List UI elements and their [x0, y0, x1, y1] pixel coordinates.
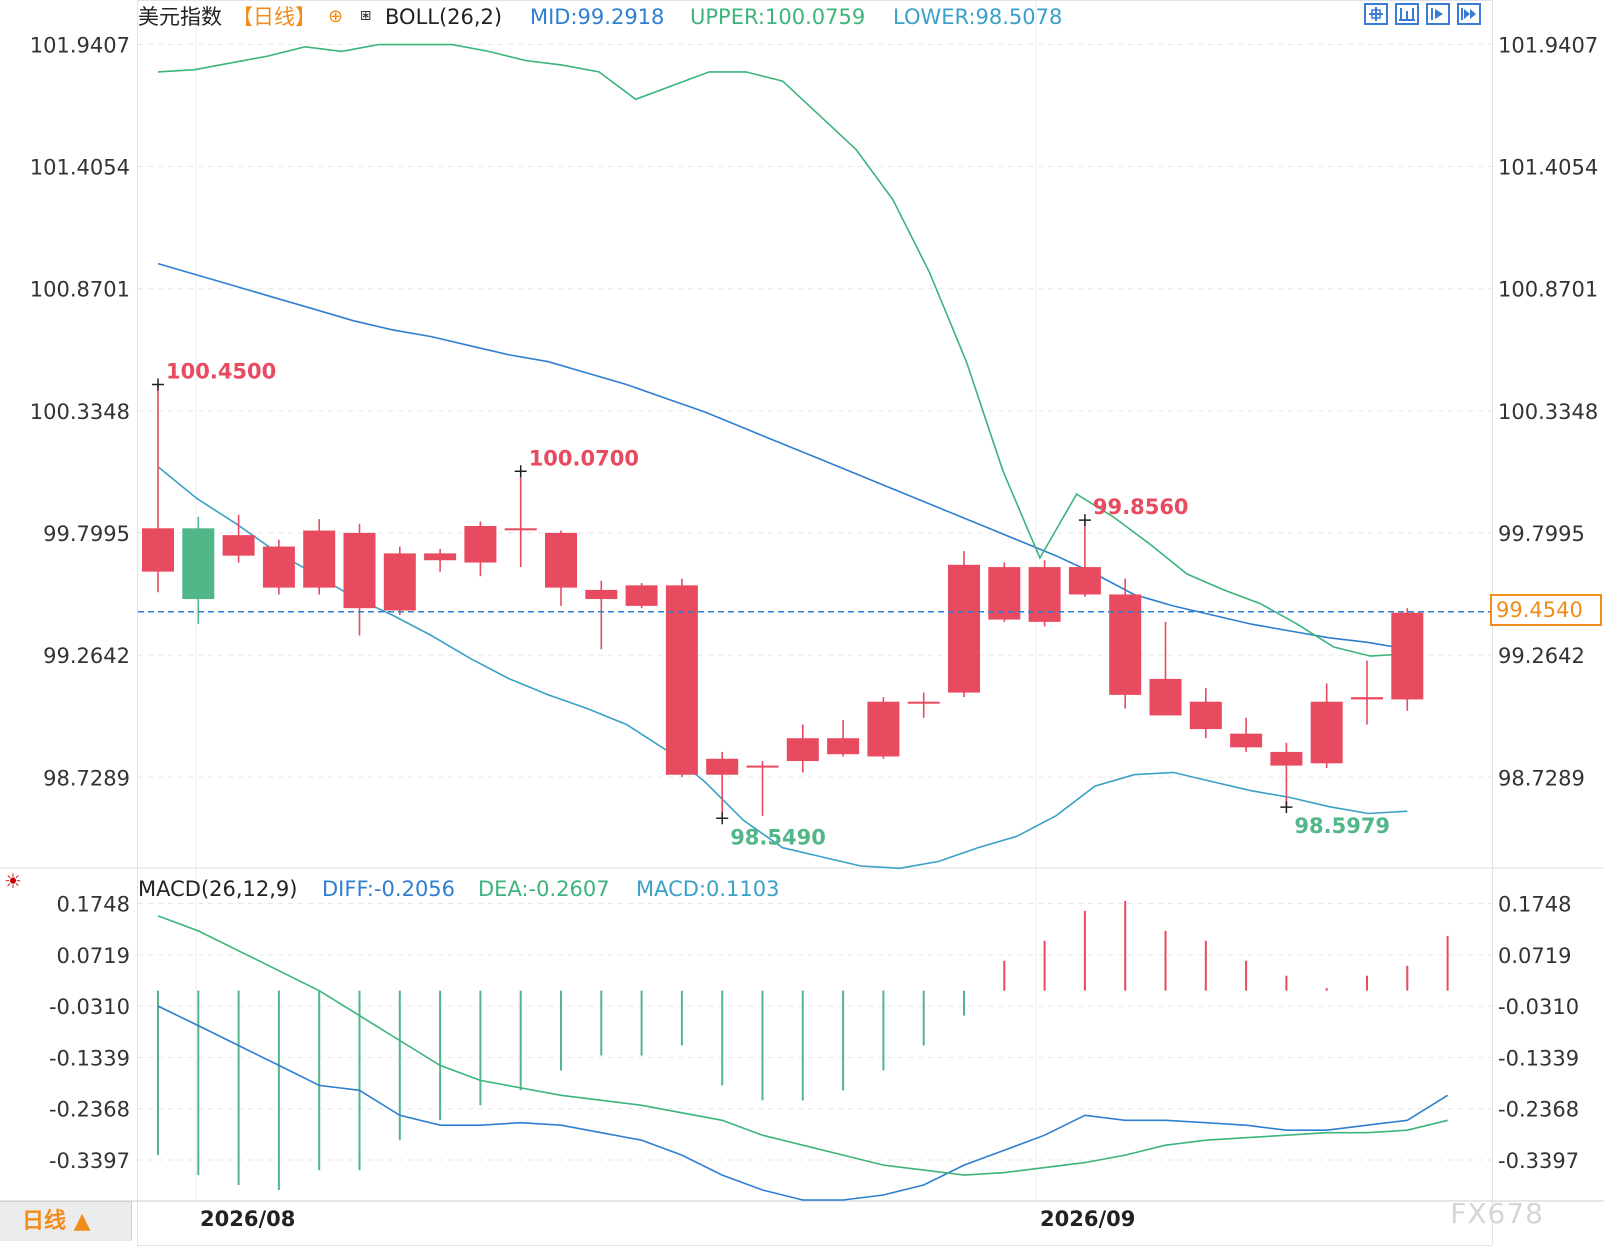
y-tick-label: 101.4054: [30, 156, 130, 180]
candle-body: [625, 585, 658, 606]
macd-y-tick-label-right: 0.0719: [1498, 944, 1571, 968]
candle-body: [786, 738, 819, 762]
macd-dea-line: [157, 915, 1448, 1176]
candle-body: [1230, 733, 1263, 748]
candle-body: [504, 528, 537, 531]
extreme-value-label: 100.0700: [529, 446, 639, 470]
macd-y-tick-label: -0.3397: [49, 1149, 130, 1173]
candle-body: [343, 532, 376, 609]
candle-body: [907, 701, 940, 704]
extreme-value-label: 100.4500: [166, 360, 276, 384]
candle-body: [545, 532, 577, 588]
y-tick-label-right: 101.9407: [1498, 33, 1598, 57]
extreme-value-label: 98.5490: [730, 825, 826, 849]
macd-y-tick-label-right: -0.1339: [1498, 1046, 1579, 1070]
plot-frame: [137, 0, 1493, 1246]
macd-y-tick-label: -0.0310: [49, 995, 130, 1019]
watermark: FX678: [1450, 1197, 1544, 1230]
extreme-marker: [1280, 801, 1293, 814]
candle-body: [867, 701, 900, 757]
x-tick-label: 2026/09: [1040, 1207, 1136, 1231]
candle-body: [1391, 612, 1424, 700]
macd-diff-line: [157, 1005, 1449, 1201]
candle-body: [1270, 751, 1303, 766]
extreme-marker: [152, 378, 164, 391]
candle-body: [1109, 594, 1142, 695]
macd-y-tick-label-right: -0.3397: [1498, 1149, 1579, 1173]
y-tick-label: 98.7289: [43, 766, 130, 790]
instrument-title: 美元指数: [138, 5, 222, 29]
candle-body: [464, 526, 497, 563]
last-price-tag: 99.4540: [1490, 594, 1602, 626]
y-tick-label: 100.3348: [30, 400, 130, 424]
macd-y-tick-label: 0.1748: [57, 893, 130, 917]
candle-body: [1149, 678, 1182, 716]
extreme-marker: [716, 812, 729, 825]
candle-body: [706, 758, 739, 775]
candle-body: [1189, 701, 1222, 730]
macd-label: MACD(26,12,9): [138, 877, 298, 901]
y-tick-label-right: 101.4054: [1498, 156, 1598, 180]
candle-body: [383, 553, 416, 611]
macd-value-label: MACD:0.1103: [636, 877, 780, 901]
y-tick-label-right: 99.7995: [1498, 522, 1585, 546]
candle-body: [222, 535, 255, 556]
y-tick-label-right: 98.7289: [1498, 766, 1585, 790]
macd-y-tick-label: -0.2368: [49, 1098, 130, 1122]
candle-body: [1068, 567, 1101, 595]
candle-body: [303, 530, 336, 588]
boll-lower-label: LOWER:98.5078: [893, 5, 1063, 29]
macd-settings-icon[interactable]: ☀: [4, 869, 22, 893]
macd-dea-label: DEA:-0.2607: [478, 877, 610, 901]
candle-body: [182, 528, 215, 600]
boll-lower-line: [157, 466, 1408, 870]
add-indicator-icon[interactable]: ⊕: [328, 6, 344, 27]
period-tag[interactable]: 【日线】: [232, 5, 316, 29]
x-tick-label: 2026/08: [200, 1207, 296, 1231]
boll-upper-line: [157, 43, 1408, 657]
macd-y-tick-label-right: 0.1748: [1498, 893, 1571, 917]
candle-body: [988, 567, 1021, 620]
y-tick-label-right: 100.3348: [1498, 400, 1598, 424]
crosshair-icon[interactable]: [1364, 3, 1388, 25]
extreme-value-label: 99.8560: [1093, 495, 1189, 519]
y-tick-label-right: 99.2642: [1498, 644, 1585, 668]
candle-body: [1310, 701, 1343, 764]
y-tick-label: 101.9407: [30, 33, 130, 57]
y-tick-label: 100.8701: [30, 278, 130, 302]
candle-body: [948, 564, 980, 693]
boll-upper-label: UPPER:100.0759: [690, 5, 866, 29]
fast-forward-icon[interactable]: [1457, 3, 1481, 25]
indicator-settings-icon[interactable]: ⧆: [360, 4, 372, 25]
boll-mid-label: MID:99.2918: [530, 5, 665, 29]
candle-body: [1351, 697, 1383, 700]
y-tick-label: 99.7995: [43, 522, 130, 546]
y-tick-label-right: 100.8701: [1498, 278, 1598, 302]
y-tick-label: 99.2642: [43, 644, 130, 668]
candle-body: [1028, 567, 1061, 622]
candle-body: [424, 553, 457, 561]
candle-body: [665, 585, 698, 775]
extreme-value-label: 98.5979: [1294, 814, 1390, 838]
macd-y-tick-label-right: -0.0310: [1498, 995, 1579, 1019]
candle-body: [827, 738, 860, 755]
macd-y-tick-label: 0.0719: [57, 944, 130, 968]
candle-body: [262, 546, 295, 588]
bar-chart-icon[interactable]: [1395, 3, 1419, 25]
extreme-marker: [1078, 514, 1091, 527]
macd-diff-label: DIFF:-0.2056: [322, 877, 456, 901]
candle-body: [746, 765, 779, 768]
macd-y-tick-label: -0.1339: [49, 1046, 130, 1070]
candle-body: [142, 528, 174, 572]
step-forward-icon[interactable]: [1426, 3, 1450, 25]
macd-y-tick-label-right: -0.2368: [1498, 1098, 1579, 1122]
boll-label: BOLL(26,2): [385, 5, 503, 29]
period-selector-button[interactable]: 日线 ▲: [0, 1201, 132, 1241]
candle-body: [585, 589, 618, 600]
extreme-marker: [514, 465, 527, 478]
